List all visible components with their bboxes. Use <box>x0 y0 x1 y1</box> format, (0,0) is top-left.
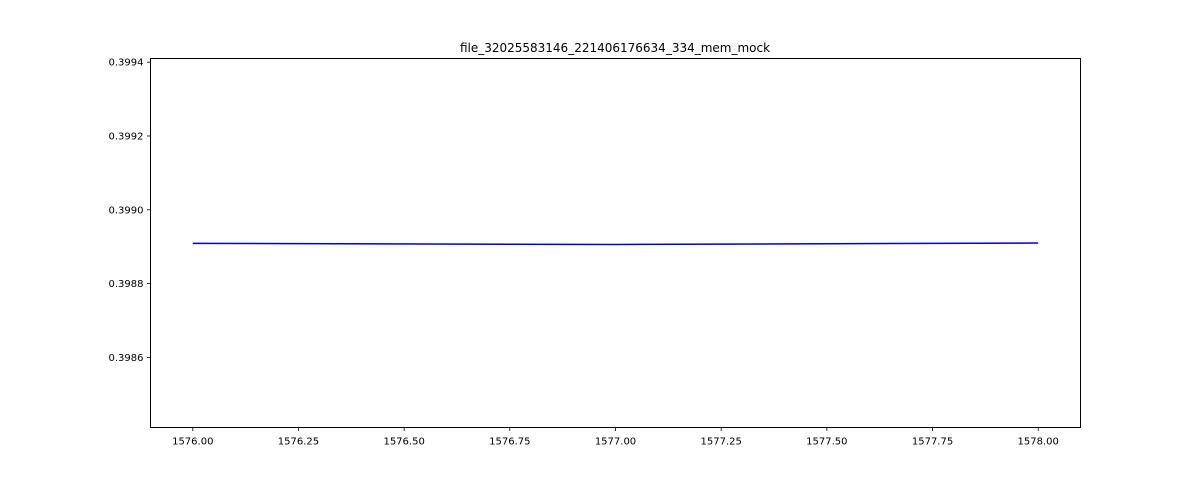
y-tick-label: 0.3994 <box>109 58 144 69</box>
x-tick-label: 1576.75 <box>489 437 530 448</box>
x-tick-label: 1576.50 <box>383 437 424 448</box>
plot-frame <box>150 58 1081 428</box>
chart-title: file_32025583146_221406176634_334_mem_mo… <box>460 41 770 55</box>
y-tick-label: 0.3990 <box>109 205 144 216</box>
y-tick-label: 0.3986 <box>109 353 144 364</box>
y-tick-label: 0.3992 <box>109 131 144 142</box>
x-tick-label: 1577.50 <box>806 437 847 448</box>
plot-lines <box>192 242 1039 246</box>
x-axis: 1576.00 1576.25 1576.50 1576.75 1577.00 1577.… <box>172 427 1059 448</box>
series-line <box>192 242 1039 246</box>
y-axis: 0.3986 0.3988 0.3990 0.3992 0.3994 <box>109 58 151 364</box>
x-tick-label: 1576.25 <box>278 437 319 448</box>
x-tick-label: 1577.00 <box>595 437 636 448</box>
x-tick-label: 1578.00 <box>1018 437 1059 448</box>
x-tick-label: 1577.75 <box>912 437 953 448</box>
x-tick-label: 1576.00 <box>172 437 213 448</box>
y-tick-label: 0.3988 <box>109 279 144 290</box>
x-tick-label: 1577.25 <box>701 437 742 448</box>
